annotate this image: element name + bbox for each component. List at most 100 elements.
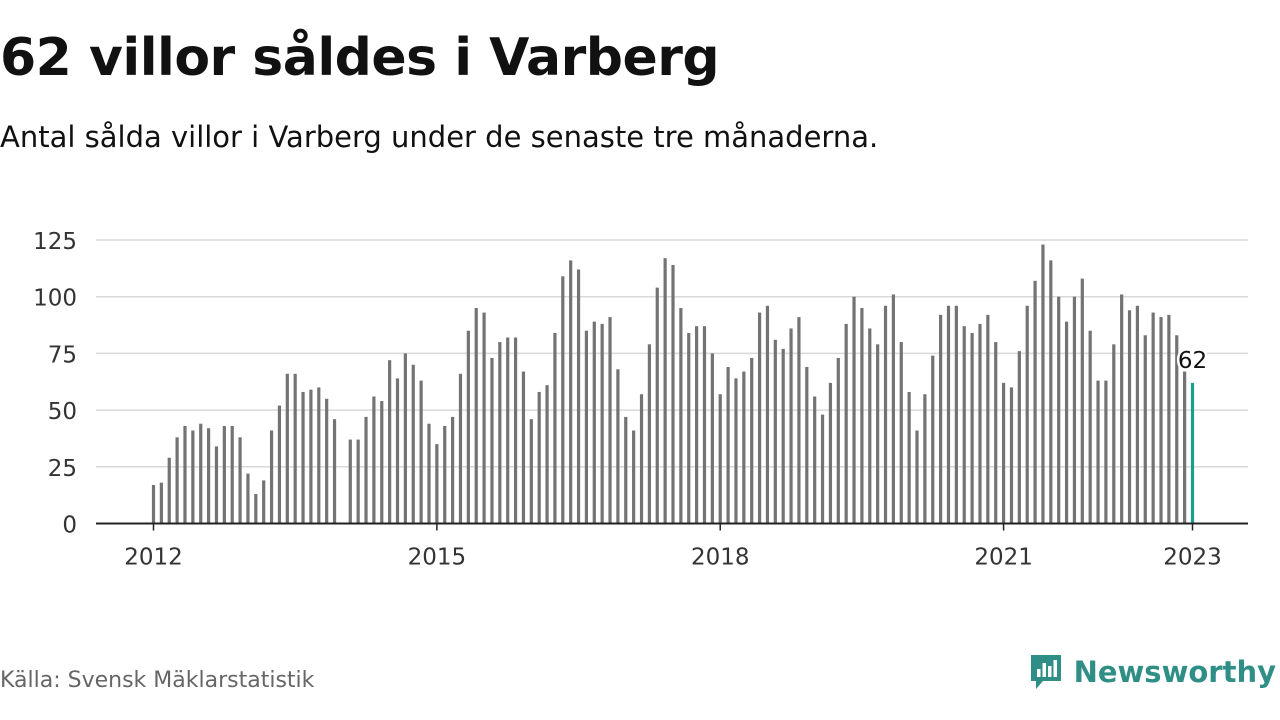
bar [1088, 330, 1092, 524]
bar [151, 484, 156, 524]
bar [616, 369, 620, 524]
bar [994, 342, 998, 524]
bar [1041, 244, 1045, 524]
bar [356, 439, 360, 524]
newsworthy-brand-name: Newsworthy [1073, 655, 1276, 689]
bar [608, 317, 612, 524]
bar [757, 312, 762, 524]
bar [742, 371, 746, 524]
bar [269, 430, 274, 524]
bar [805, 367, 809, 524]
bar [513, 337, 518, 524]
bar [624, 416, 628, 524]
bar [498, 342, 502, 524]
bar [1080, 278, 1084, 524]
newsworthy-logo-icon [1030, 655, 1061, 689]
x-tick-label: 2021 [974, 545, 1033, 571]
bar [395, 378, 400, 524]
bar [466, 330, 470, 524]
bar [860, 308, 864, 524]
bar [592, 321, 596, 524]
bar [537, 391, 541, 524]
bar [647, 344, 651, 524]
bar [293, 373, 297, 524]
y-tick-label: 75 [48, 342, 77, 368]
bar [1183, 371, 1187, 524]
newsworthy-logo: Newsworthy [1028, 652, 1276, 692]
bar [1057, 296, 1061, 524]
bar [1001, 382, 1006, 524]
bar [553, 332, 557, 524]
y-tick-label: 50 [48, 399, 77, 425]
bar [1127, 310, 1132, 524]
bar [868, 328, 872, 524]
bar [317, 387, 321, 524]
bar [836, 357, 840, 524]
bar [222, 425, 226, 524]
bar [411, 364, 415, 524]
bar [891, 294, 895, 524]
bar [970, 332, 974, 524]
x-tick-label: 2018 [691, 545, 750, 571]
bar [332, 419, 337, 524]
bar [183, 425, 187, 524]
bar [1135, 305, 1140, 524]
bar [702, 326, 707, 524]
annotation-label: 62 [1178, 348, 1207, 374]
bar [978, 323, 982, 524]
bar [521, 371, 526, 524]
bar [1009, 387, 1014, 524]
bar [277, 405, 282, 524]
bar [309, 389, 313, 524]
bar [915, 430, 919, 524]
bar [946, 305, 951, 524]
bar [529, 419, 533, 524]
bar [781, 348, 785, 524]
x-tick-label: 2023 [1163, 545, 1222, 571]
bar [372, 396, 376, 524]
bar [844, 323, 848, 524]
bar [883, 305, 888, 524]
bar [230, 425, 234, 524]
y-tick-label: 100 [33, 286, 77, 312]
bar [254, 494, 258, 524]
bar [443, 425, 447, 524]
y-tick-label: 125 [33, 229, 77, 255]
bar [671, 264, 675, 524]
bar [1167, 314, 1171, 524]
bar [159, 482, 163, 524]
bar [962, 326, 966, 524]
x-tick-label: 2012 [124, 545, 183, 571]
bar [1064, 321, 1069, 524]
bar [1104, 380, 1108, 524]
bar [458, 373, 463, 524]
bar-highlight [1190, 382, 1195, 524]
bar [569, 260, 573, 524]
bar [285, 373, 289, 524]
bar [639, 394, 644, 524]
bar [301, 391, 305, 524]
bar [773, 339, 777, 524]
source-note: Källa: Svensk Mäklarstatistik [0, 668, 315, 693]
chart-title: 62 villor såldes i Varberg [0, 28, 720, 88]
bar [1151, 312, 1155, 524]
bar [490, 357, 494, 524]
bar [852, 296, 856, 524]
bar [931, 355, 935, 524]
bar [167, 457, 171, 524]
bar [876, 344, 880, 524]
bar [403, 353, 407, 524]
bar [427, 423, 431, 524]
bar [789, 328, 793, 524]
bar [482, 312, 486, 524]
bar [545, 385, 549, 524]
chart-subtitle: Antal sålda villor i Varberg under de se… [0, 120, 879, 154]
bar [561, 276, 565, 524]
bar [1033, 280, 1037, 524]
bar [663, 258, 667, 524]
bar [206, 428, 211, 524]
bar [1159, 317, 1163, 524]
bar [939, 314, 943, 524]
bar [655, 287, 659, 524]
